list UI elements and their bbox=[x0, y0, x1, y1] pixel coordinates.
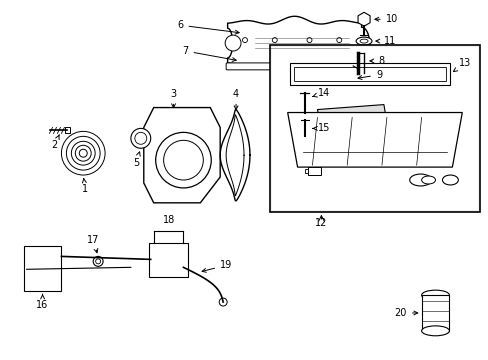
Text: 19: 19 bbox=[202, 260, 232, 272]
Polygon shape bbox=[143, 108, 220, 203]
Text: 10: 10 bbox=[374, 14, 397, 24]
Circle shape bbox=[336, 37, 341, 42]
Ellipse shape bbox=[96, 259, 101, 264]
Text: 2: 2 bbox=[51, 135, 59, 150]
Ellipse shape bbox=[135, 132, 146, 144]
Ellipse shape bbox=[93, 256, 103, 266]
Text: 12: 12 bbox=[315, 218, 327, 228]
Circle shape bbox=[155, 132, 211, 188]
Ellipse shape bbox=[421, 176, 435, 184]
Bar bbox=[269, 45, 479, 212]
Ellipse shape bbox=[355, 37, 371, 45]
Ellipse shape bbox=[359, 39, 367, 43]
Text: 18: 18 bbox=[162, 215, 174, 225]
Ellipse shape bbox=[409, 174, 431, 186]
Polygon shape bbox=[357, 12, 369, 26]
Ellipse shape bbox=[131, 129, 150, 148]
Ellipse shape bbox=[346, 79, 360, 87]
Bar bbox=[65, 127, 70, 133]
Ellipse shape bbox=[299, 139, 309, 145]
Text: 5: 5 bbox=[132, 152, 140, 168]
Text: 8: 8 bbox=[369, 56, 383, 66]
Text: 14: 14 bbox=[312, 88, 330, 98]
Text: 13: 13 bbox=[452, 58, 470, 72]
Bar bbox=[289, 63, 449, 85]
Circle shape bbox=[272, 37, 277, 42]
FancyBboxPatch shape bbox=[225, 63, 371, 70]
Text: 20: 20 bbox=[394, 308, 417, 318]
Text: 7: 7 bbox=[182, 46, 236, 62]
Text: 6: 6 bbox=[177, 20, 239, 34]
Text: 3: 3 bbox=[170, 89, 176, 108]
Circle shape bbox=[306, 37, 311, 42]
Ellipse shape bbox=[350, 81, 357, 85]
Bar bbox=[148, 243, 188, 277]
Bar bbox=[421, 295, 448, 331]
Text: 1: 1 bbox=[82, 178, 88, 194]
Bar bbox=[304, 169, 307, 173]
Circle shape bbox=[149, 256, 155, 262]
Circle shape bbox=[163, 140, 203, 180]
Text: 16: 16 bbox=[37, 294, 49, 310]
Bar bbox=[293, 67, 446, 81]
Circle shape bbox=[219, 298, 226, 306]
Polygon shape bbox=[317, 105, 386, 126]
Text: 17: 17 bbox=[87, 234, 99, 253]
Polygon shape bbox=[287, 113, 461, 167]
Bar bbox=[307, 167, 321, 175]
Text: 9: 9 bbox=[357, 70, 381, 80]
Bar bbox=[271, 47, 477, 210]
Bar bbox=[24, 247, 61, 291]
Text: 15: 15 bbox=[312, 123, 330, 134]
Ellipse shape bbox=[421, 326, 448, 336]
Text: 11: 11 bbox=[375, 36, 395, 46]
Ellipse shape bbox=[442, 175, 457, 185]
Text: 4: 4 bbox=[232, 89, 239, 110]
Polygon shape bbox=[227, 16, 369, 65]
Circle shape bbox=[224, 35, 241, 51]
Ellipse shape bbox=[421, 290, 448, 300]
Circle shape bbox=[242, 37, 247, 42]
